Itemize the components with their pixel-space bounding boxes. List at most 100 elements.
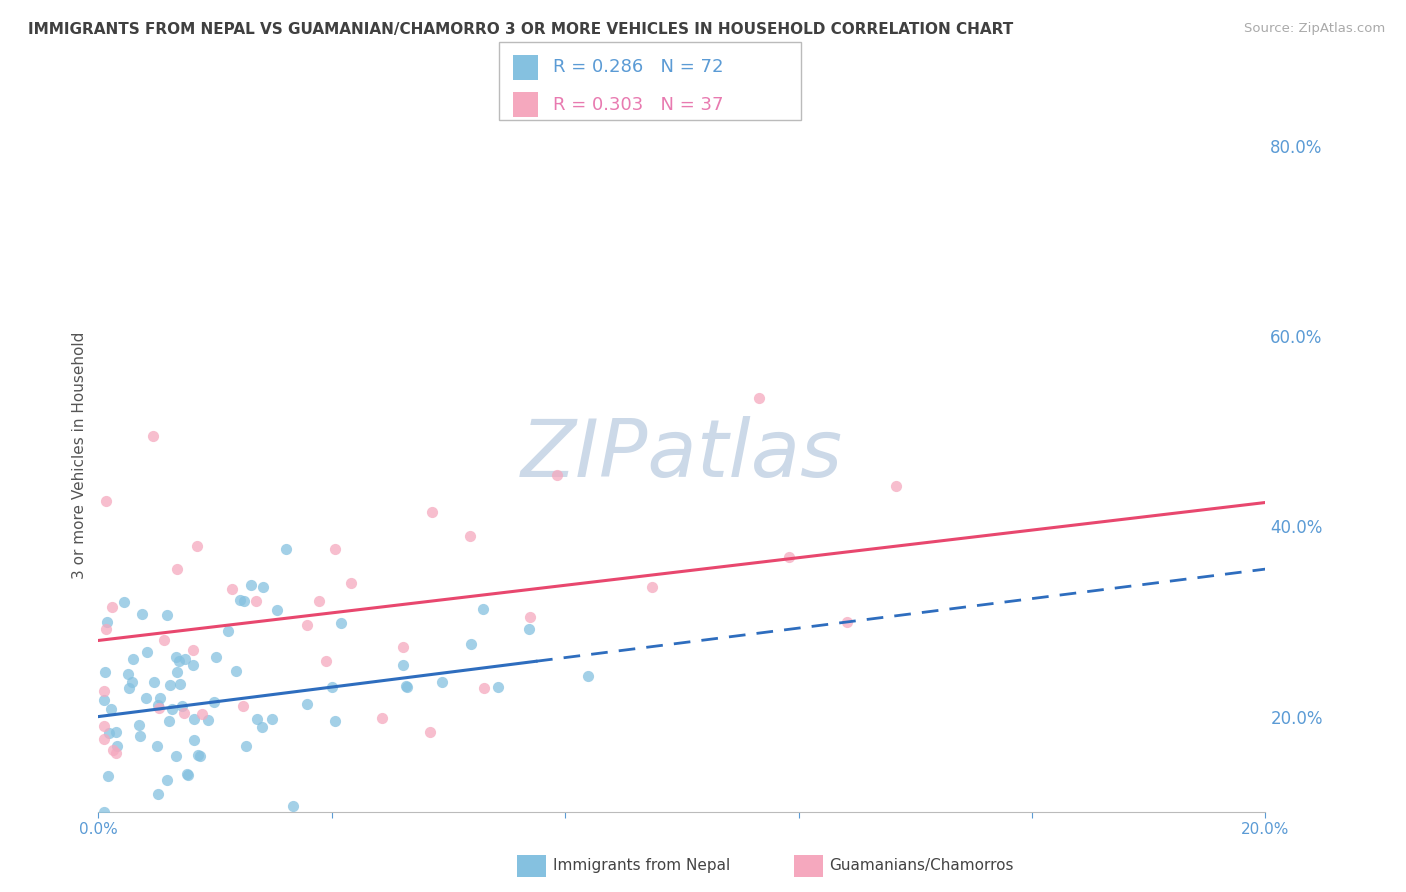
Point [748, 391, 770, 405]
Point [149, 690, 172, 705]
Point [97, 726, 120, 740]
Point [128, 718, 150, 732]
Point [190, 749, 212, 764]
Point [884, 479, 907, 493]
Point [135, 645, 157, 659]
Point [321, 680, 343, 694]
Point [96, 494, 118, 508]
Point [233, 594, 256, 608]
Point [94, 622, 117, 636]
Point [148, 701, 170, 715]
Point [641, 580, 664, 594]
Point [112, 595, 135, 609]
Point [486, 680, 509, 694]
Text: Guamanians/Chamorros: Guamanians/Chamorros [830, 858, 1014, 872]
Point [276, 542, 298, 557]
Point [472, 602, 495, 616]
Point [371, 711, 394, 725]
Point [181, 642, 204, 657]
Point [419, 725, 441, 739]
Text: Immigrants from Nepal: Immigrants from Nepal [553, 858, 730, 872]
Point [169, 677, 191, 691]
Text: R = 0.303   N = 37: R = 0.303 N = 37 [553, 95, 723, 113]
Point [519, 609, 541, 624]
Point [835, 615, 858, 630]
Point [240, 578, 263, 592]
Point [460, 637, 482, 651]
Point [517, 622, 540, 636]
Point [121, 675, 143, 690]
Point [202, 695, 225, 709]
Point [232, 698, 254, 713]
Point [183, 658, 205, 673]
Point [260, 712, 283, 726]
Point [546, 468, 568, 483]
Point [217, 624, 239, 638]
Point [229, 592, 252, 607]
Point [105, 739, 128, 753]
Point [105, 725, 128, 739]
Point [197, 713, 219, 727]
Point [159, 677, 181, 691]
Text: ZIPatlas: ZIPatlas [520, 416, 844, 494]
Point [315, 654, 337, 668]
Point [146, 787, 169, 801]
Point [156, 608, 179, 623]
Point [246, 712, 269, 726]
Point [174, 652, 197, 666]
Point [395, 679, 418, 693]
Point [166, 665, 188, 679]
Point [235, 739, 257, 753]
Point [131, 607, 153, 621]
Point [323, 541, 346, 556]
Point [169, 653, 191, 667]
Point [266, 603, 288, 617]
Point [101, 599, 124, 614]
Point [183, 733, 205, 747]
Point [297, 697, 319, 711]
Point [121, 652, 143, 666]
Point [395, 680, 418, 694]
Point [162, 702, 184, 716]
Point [281, 799, 304, 814]
Point [156, 772, 179, 787]
Point [323, 714, 346, 728]
Point [104, 747, 127, 761]
Point [225, 664, 247, 678]
Point [97, 768, 120, 782]
Point [458, 529, 481, 543]
Point [148, 698, 170, 713]
Point [118, 681, 141, 695]
Point [778, 550, 800, 565]
Point [165, 748, 187, 763]
Point [93, 719, 115, 733]
Point [157, 714, 180, 728]
Point [142, 429, 165, 443]
Point [94, 665, 117, 679]
Point [205, 649, 228, 664]
Point [93, 732, 115, 747]
Point [143, 674, 166, 689]
Point [186, 539, 208, 553]
Text: R = 0.286   N = 72: R = 0.286 N = 72 [553, 58, 723, 76]
Point [135, 690, 157, 705]
Point [329, 615, 352, 630]
Point [391, 640, 413, 654]
Point [340, 576, 363, 591]
Point [153, 633, 176, 648]
Point [170, 699, 193, 714]
Point [191, 707, 214, 722]
Point [96, 615, 118, 629]
Point [391, 657, 413, 672]
Point [165, 649, 187, 664]
Point [146, 739, 169, 754]
Point [173, 706, 195, 720]
Point [420, 505, 443, 519]
Point [128, 729, 150, 743]
Text: Source: ZipAtlas.com: Source: ZipAtlas.com [1244, 22, 1385, 36]
Point [187, 747, 209, 762]
Point [472, 681, 495, 695]
Text: IMMIGRANTS FROM NEPAL VS GUAMANIAN/CHAMORRO 3 OR MORE VEHICLES IN HOUSEHOLD CORR: IMMIGRANTS FROM NEPAL VS GUAMANIAN/CHAMO… [28, 22, 1014, 37]
Point [295, 618, 318, 632]
Point [117, 667, 139, 681]
